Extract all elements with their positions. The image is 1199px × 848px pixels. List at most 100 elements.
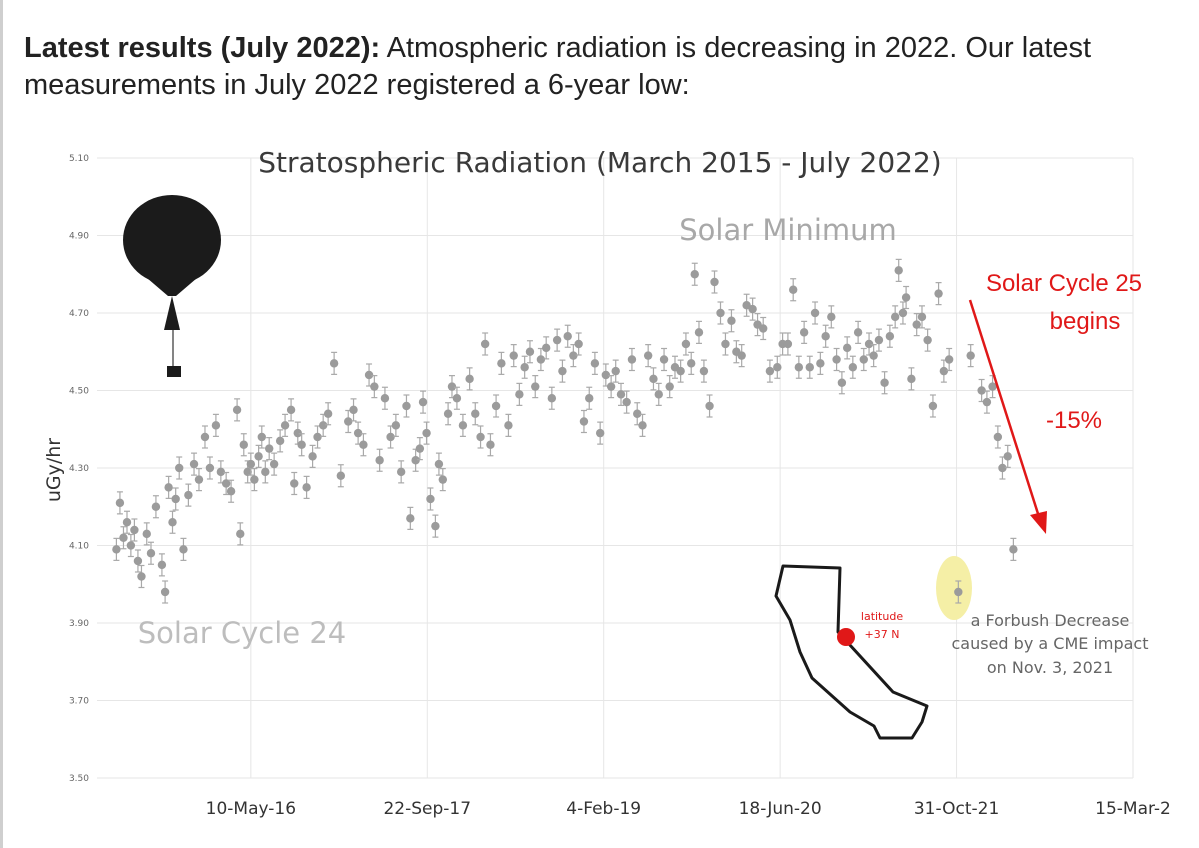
data-point bbox=[934, 282, 943, 306]
data-point bbox=[415, 437, 425, 461]
data-point-marker bbox=[375, 456, 384, 465]
data-point-marker bbox=[799, 328, 809, 337]
data-point bbox=[574, 332, 583, 356]
data-point-marker bbox=[370, 382, 379, 391]
data-point-marker bbox=[130, 525, 139, 535]
data-point bbox=[606, 375, 616, 399]
location-marker bbox=[837, 628, 855, 646]
data-point-marker bbox=[690, 270, 699, 279]
data-point-marker bbox=[742, 301, 751, 310]
data-point bbox=[799, 320, 809, 344]
data-point bbox=[773, 355, 782, 379]
y-axis-ticks: 5.10 4.90 4.70 4.50 4.30 4.10 3.90 3.70 3.50 bbox=[69, 154, 89, 784]
data-point bbox=[853, 320, 863, 344]
data-point-marker bbox=[590, 359, 600, 368]
data-point-marker bbox=[864, 339, 874, 349]
data-point-marker bbox=[194, 475, 204, 484]
data-point bbox=[894, 258, 903, 282]
data-point-marker bbox=[275, 436, 285, 446]
y-tick-label: 3.70 bbox=[69, 697, 89, 707]
data-point-marker bbox=[476, 432, 485, 442]
data-point bbox=[164, 475, 173, 499]
data-point-marker bbox=[536, 355, 546, 364]
y-axis-label: uGy/hr bbox=[43, 438, 65, 502]
data-point-marker bbox=[458, 421, 468, 430]
data-point bbox=[832, 347, 841, 372]
data-point bbox=[402, 394, 411, 418]
data-point bbox=[890, 305, 900, 329]
data-point bbox=[275, 429, 285, 453]
data-point bbox=[848, 355, 858, 379]
latitude-value: +37 N bbox=[865, 628, 900, 641]
data-point-marker bbox=[257, 432, 266, 442]
data-point-marker bbox=[853, 328, 863, 337]
data-point bbox=[842, 336, 852, 360]
data-point bbox=[659, 347, 669, 372]
data-point bbox=[257, 425, 266, 449]
data-point bbox=[168, 510, 177, 534]
data-point bbox=[912, 313, 921, 337]
data-point bbox=[687, 351, 696, 375]
data-point-marker bbox=[737, 351, 746, 360]
intro-bold: Latest results (July 2022): bbox=[24, 32, 381, 64]
data-point bbox=[380, 386, 390, 410]
data-point bbox=[716, 301, 725, 325]
data-point-marker bbox=[569, 351, 578, 360]
data-point bbox=[375, 448, 384, 472]
data-point bbox=[146, 541, 156, 565]
solar-cycle-24-label: Solar Cycle 24 bbox=[138, 616, 347, 650]
data-point-marker bbox=[329, 359, 339, 368]
data-point-marker bbox=[386, 432, 395, 442]
data-point-marker bbox=[239, 440, 248, 449]
data-point-marker bbox=[606, 382, 616, 391]
data-point-marker bbox=[515, 390, 524, 399]
data-point bbox=[137, 564, 146, 589]
data-point bbox=[406, 506, 415, 530]
solar-cycle-25-begins-label: begins bbox=[1050, 308, 1121, 335]
data-point-marker bbox=[816, 359, 825, 368]
data-point-marker bbox=[552, 335, 562, 345]
data-point-marker bbox=[585, 394, 594, 403]
data-point bbox=[236, 522, 245, 546]
data-point-marker bbox=[119, 533, 128, 542]
data-point-marker bbox=[977, 386, 986, 395]
latitude-label: latitude bbox=[861, 610, 903, 623]
data-point bbox=[864, 332, 874, 356]
data-point-marker bbox=[236, 529, 245, 539]
data-point-marker bbox=[1009, 545, 1018, 554]
data-point bbox=[471, 402, 480, 426]
data-point bbox=[431, 514, 440, 538]
data-point-marker bbox=[243, 467, 252, 477]
data-point bbox=[788, 278, 798, 302]
data-point bbox=[547, 386, 557, 410]
data-point-marker bbox=[699, 366, 709, 376]
data-point bbox=[504, 413, 513, 437]
data-point-marker bbox=[676, 366, 685, 376]
data-point bbox=[737, 344, 746, 368]
data-point-marker bbox=[415, 444, 425, 453]
data-point bbox=[742, 293, 751, 317]
data-point-marker bbox=[323, 409, 333, 418]
data-point-marker bbox=[894, 266, 903, 275]
data-point-marker bbox=[993, 432, 1003, 442]
data-point-marker bbox=[344, 417, 353, 426]
data-point-marker bbox=[226, 487, 236, 496]
data-point-marker bbox=[654, 390, 663, 399]
data-point bbox=[563, 324, 572, 348]
data-point bbox=[727, 309, 736, 333]
data-point-marker bbox=[254, 452, 263, 461]
data-point-marker bbox=[422, 428, 431, 438]
data-point-marker bbox=[869, 351, 878, 360]
data-point bbox=[205, 456, 215, 480]
data-point-marker bbox=[313, 432, 322, 442]
data-point bbox=[497, 351, 506, 375]
data-point bbox=[133, 549, 143, 573]
chart-grid bbox=[97, 157, 1134, 779]
forbush-label-line2: caused by a CME impact bbox=[952, 634, 1149, 653]
data-point bbox=[122, 510, 132, 534]
data-point bbox=[308, 444, 317, 468]
data-point-marker bbox=[359, 440, 368, 449]
data-point bbox=[171, 487, 180, 511]
data-point-marker bbox=[944, 355, 954, 364]
data-point bbox=[336, 464, 346, 488]
